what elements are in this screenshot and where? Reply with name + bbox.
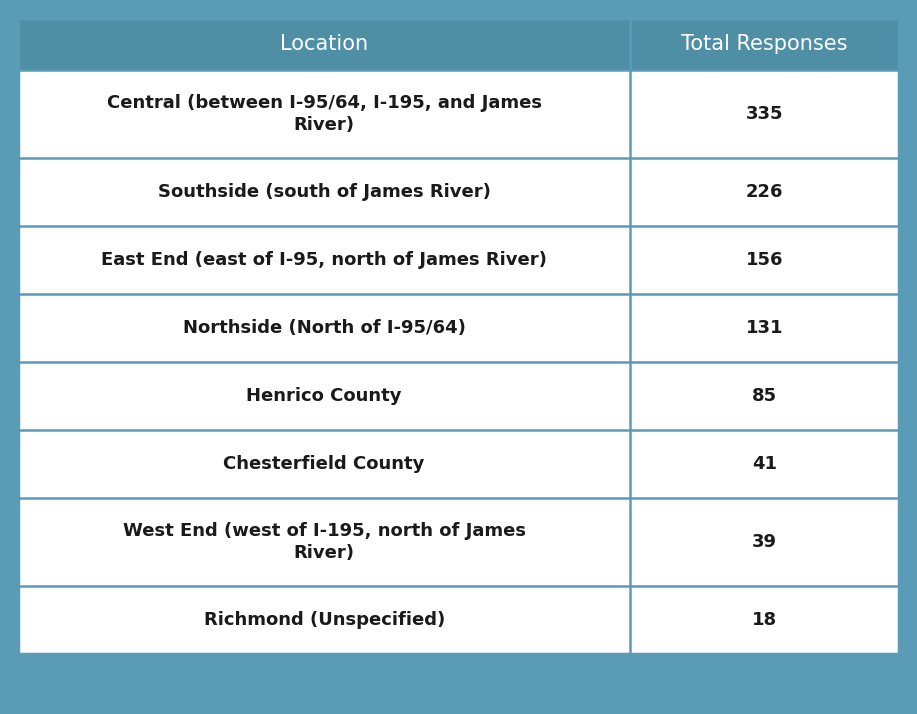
- Bar: [18, 362, 630, 430]
- Bar: [18, 430, 630, 498]
- Bar: [630, 294, 899, 362]
- Bar: [630, 362, 899, 430]
- Text: Location: Location: [280, 34, 369, 54]
- Text: 41: 41: [752, 455, 777, 473]
- Text: 335: 335: [746, 105, 783, 123]
- Text: Southside (south of James River): Southside (south of James River): [158, 183, 491, 201]
- Bar: [18, 18, 630, 70]
- Bar: [18, 586, 630, 654]
- Bar: [630, 158, 899, 226]
- Bar: [18, 18, 899, 654]
- Text: 226: 226: [746, 183, 783, 201]
- Text: 18: 18: [752, 611, 778, 629]
- Bar: [18, 498, 630, 586]
- Bar: [630, 70, 899, 158]
- Bar: [18, 226, 630, 294]
- Text: Chesterfield County: Chesterfield County: [224, 455, 425, 473]
- Text: Henrico County: Henrico County: [247, 387, 402, 405]
- Text: Total Responses: Total Responses: [681, 34, 848, 54]
- Bar: [630, 498, 899, 586]
- Text: 156: 156: [746, 251, 783, 269]
- Bar: [630, 18, 899, 70]
- Text: 85: 85: [752, 387, 778, 405]
- Text: West End (west of I-195, north of James
River): West End (west of I-195, north of James …: [123, 522, 525, 562]
- Text: Richmond (Unspecified): Richmond (Unspecified): [204, 611, 445, 629]
- Bar: [630, 586, 899, 654]
- Text: 39: 39: [752, 533, 777, 551]
- Bar: [18, 294, 630, 362]
- Text: Central (between I-95/64, I-195, and James
River): Central (between I-95/64, I-195, and Jam…: [106, 94, 542, 134]
- Text: 131: 131: [746, 319, 783, 337]
- Bar: [630, 430, 899, 498]
- Text: East End (east of I-95, north of James River): East End (east of I-95, north of James R…: [101, 251, 547, 269]
- Bar: [18, 70, 630, 158]
- Bar: [630, 226, 899, 294]
- Bar: [18, 158, 630, 226]
- Text: Northside (North of I-95/64): Northside (North of I-95/64): [182, 319, 466, 337]
